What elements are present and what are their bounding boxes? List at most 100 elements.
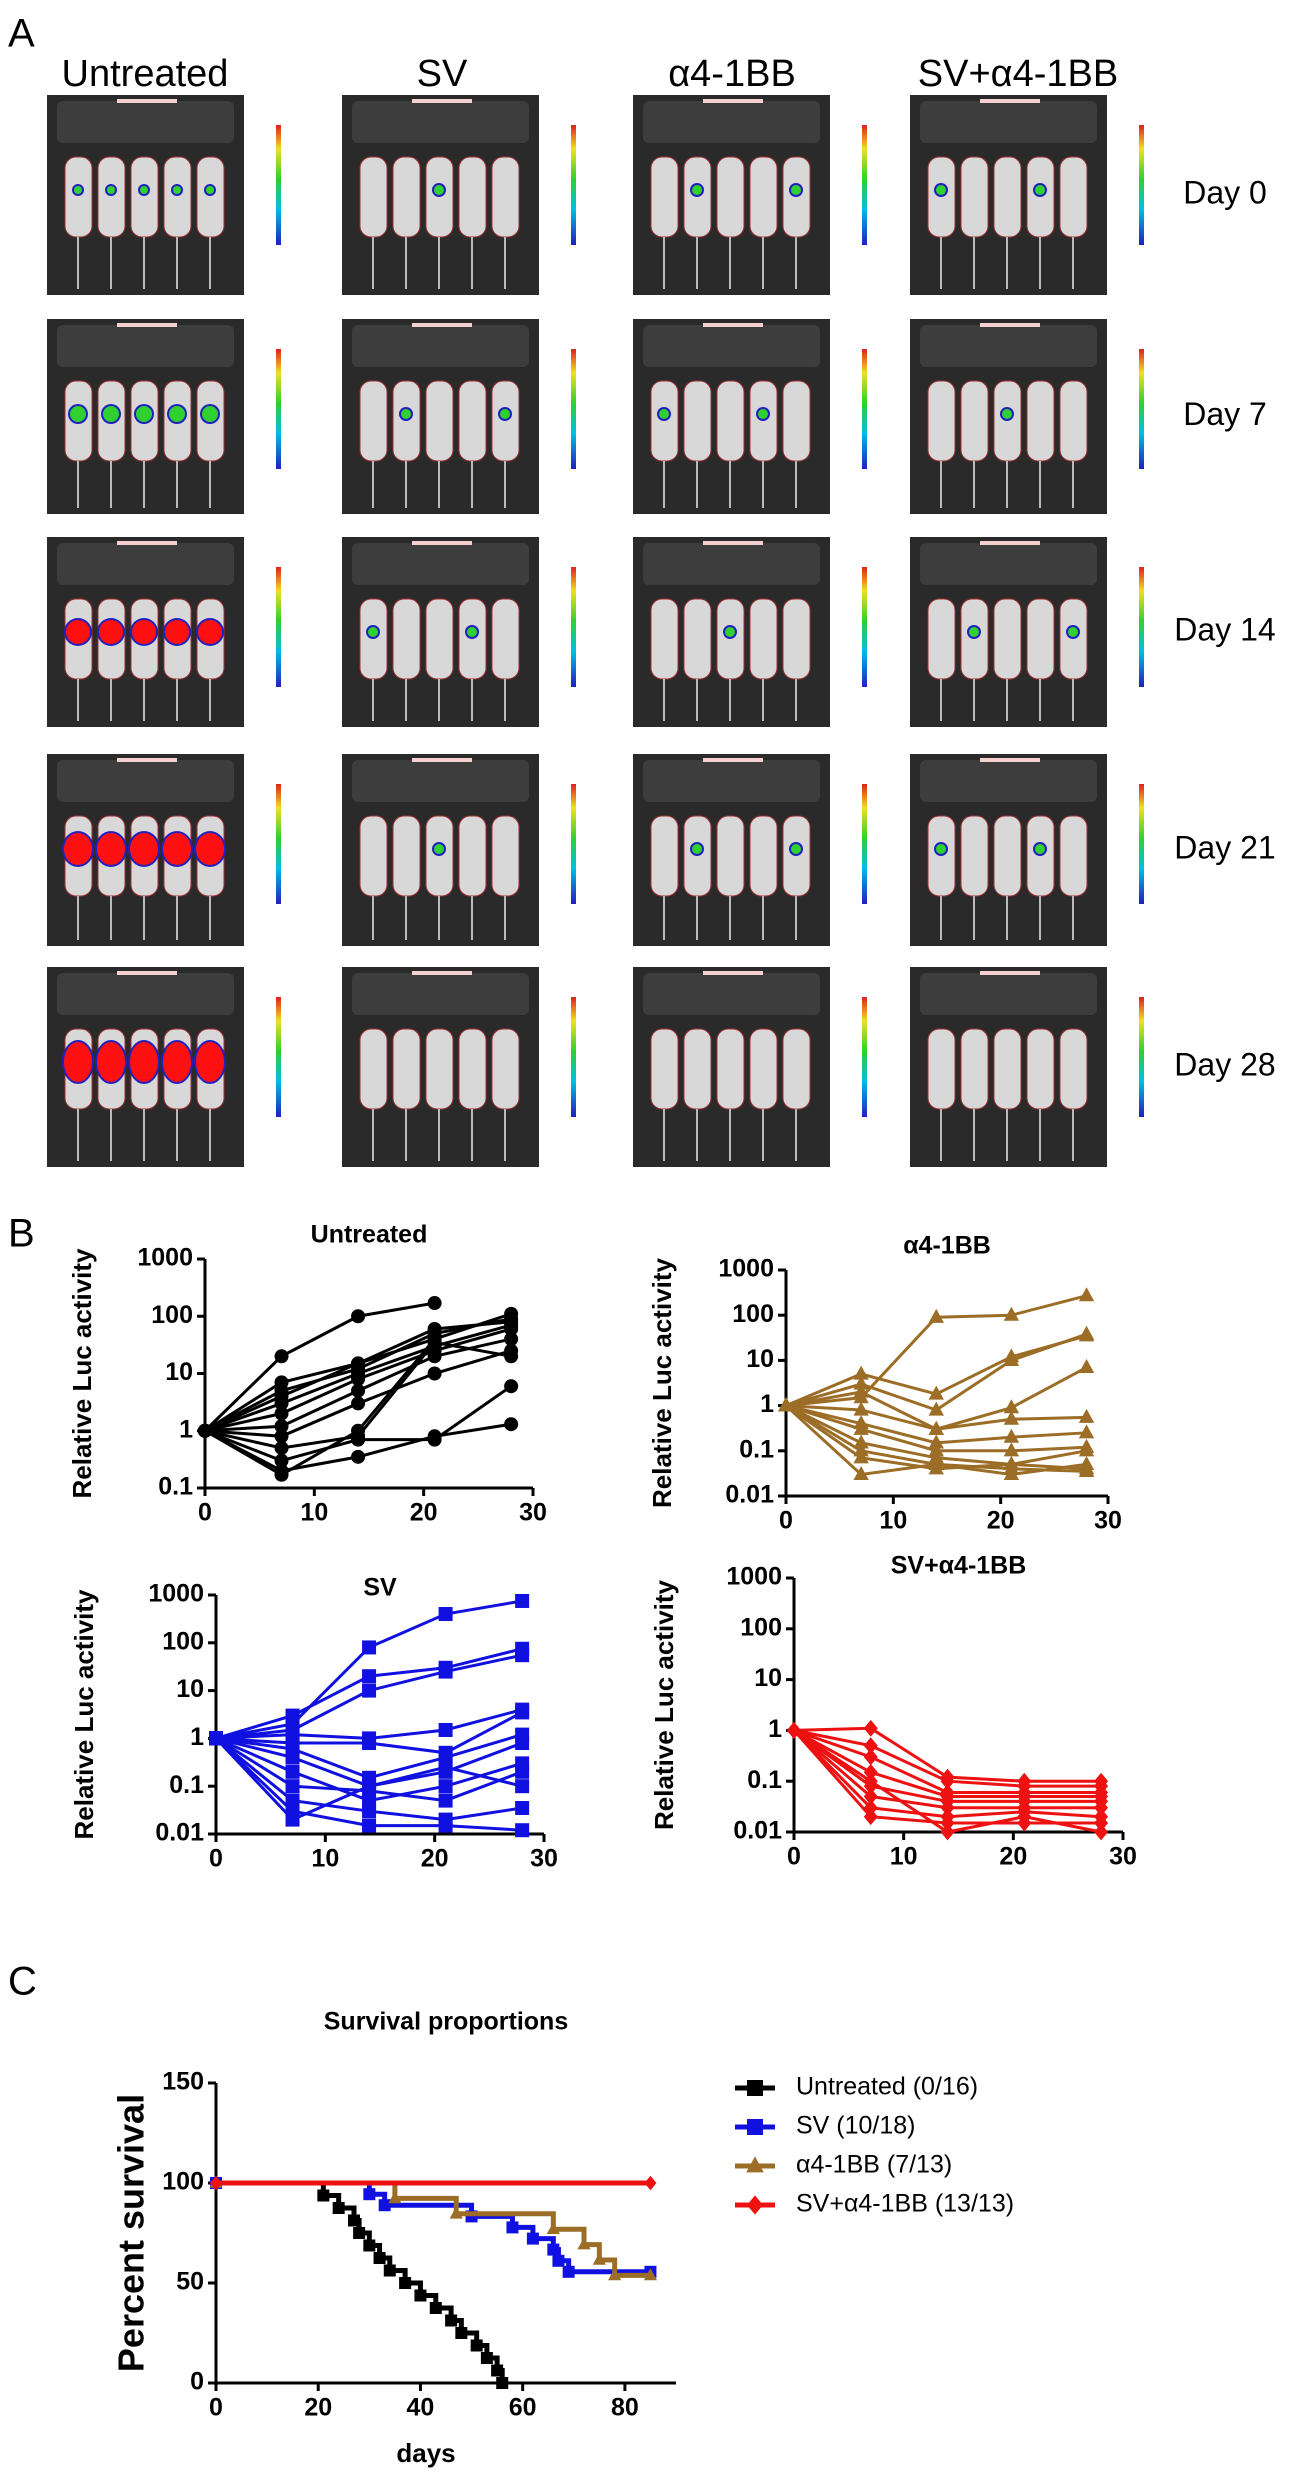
colorbar <box>276 784 281 904</box>
colorbar <box>571 349 576 469</box>
signal <box>196 833 224 865</box>
mouse <box>1026 156 1055 238</box>
y-tick-label: 1000 <box>137 1244 193 1272</box>
image-tag <box>980 758 1040 762</box>
mouse <box>927 598 956 680</box>
mouse <box>196 156 225 238</box>
point <box>504 1379 519 1394</box>
mouse <box>683 815 712 897</box>
point <box>209 1731 223 1746</box>
point <box>332 2202 345 2214</box>
y-tick-label: 10 <box>746 1345 774 1373</box>
image-tray <box>352 543 529 585</box>
mouse <box>927 156 956 238</box>
signal <box>659 409 669 419</box>
point <box>427 1321 442 1336</box>
point <box>274 1406 289 1421</box>
signal <box>70 406 86 422</box>
colorbar <box>276 567 281 687</box>
point <box>1078 1408 1095 1423</box>
point <box>455 2327 468 2339</box>
colorbar <box>571 784 576 904</box>
x-tick-label: 30 <box>530 1845 558 1873</box>
signal <box>692 185 702 195</box>
mouse <box>683 380 712 462</box>
mouse <box>993 156 1022 238</box>
y-tick-label: 150 <box>162 2068 204 2096</box>
mouse <box>650 598 679 680</box>
mouse <box>960 380 989 462</box>
signal <box>791 185 801 195</box>
y-tick-label: 1000 <box>718 1255 774 1283</box>
mouse <box>782 1028 811 1110</box>
mouse <box>425 380 454 462</box>
x-tick-label: 20 <box>421 1845 449 1873</box>
point <box>1078 1442 1095 1457</box>
point <box>863 1763 878 1781</box>
point <box>383 2264 396 2277</box>
x-tick-label: 20 <box>410 1499 438 1527</box>
mouse <box>749 815 778 897</box>
mouse <box>650 380 679 462</box>
mouse <box>683 598 712 680</box>
signal <box>1035 844 1045 854</box>
column-header: α4-1BB <box>668 53 796 95</box>
x-tick-label: 0 <box>787 1843 801 1871</box>
signal <box>692 844 702 854</box>
row-label: Day 7 <box>1183 396 1267 432</box>
mouse <box>458 598 487 680</box>
mouse <box>97 156 126 238</box>
point <box>853 1442 869 1457</box>
signal <box>969 627 979 637</box>
mouse <box>1026 1028 1055 1110</box>
mouse <box>993 598 1022 680</box>
column-header: SV+α4-1BB <box>918 53 1118 95</box>
image-tag <box>703 99 763 103</box>
legend-label: SV+α4-1BB (13/13) <box>796 2190 1014 2218</box>
signal <box>791 844 801 854</box>
mouse <box>1026 815 1055 897</box>
point <box>504 1417 519 1432</box>
point <box>274 1419 289 1434</box>
chart-title: α4-1BB <box>903 1232 991 1260</box>
point <box>274 1467 289 1482</box>
legend-marker <box>747 2119 763 2135</box>
point <box>863 1772 878 1790</box>
image-tag <box>980 541 1040 545</box>
point <box>378 2199 391 2212</box>
point <box>504 1314 519 1329</box>
point <box>362 1818 377 1833</box>
point <box>608 2268 622 2281</box>
image-tray <box>57 760 234 802</box>
point <box>362 1640 377 1655</box>
y-tick-label: 0.1 <box>158 1473 193 1501</box>
point <box>928 1308 944 1323</box>
point <box>414 2289 427 2302</box>
point <box>515 1705 530 1720</box>
point <box>285 1764 300 1779</box>
point <box>526 2232 539 2245</box>
point <box>515 1593 530 1608</box>
point <box>778 1397 794 1412</box>
point <box>853 1365 869 1380</box>
point <box>274 1429 289 1444</box>
image-tag <box>117 758 177 762</box>
mouse <box>392 156 421 238</box>
x-tick-label: 60 <box>509 2394 537 2422</box>
colorbar <box>276 349 281 469</box>
image-tray <box>920 760 1097 802</box>
image-tray <box>352 325 529 367</box>
point <box>388 2191 402 2204</box>
image-tag <box>117 323 177 327</box>
colorbar <box>862 567 867 687</box>
point <box>506 2221 519 2234</box>
signal <box>434 185 444 195</box>
panel-label: A <box>8 12 35 56</box>
point <box>787 1722 801 1739</box>
point <box>853 1466 869 1481</box>
signal <box>467 627 477 637</box>
colorbar <box>276 125 281 245</box>
mouse <box>425 598 454 680</box>
series-line <box>203 1301 435 1432</box>
